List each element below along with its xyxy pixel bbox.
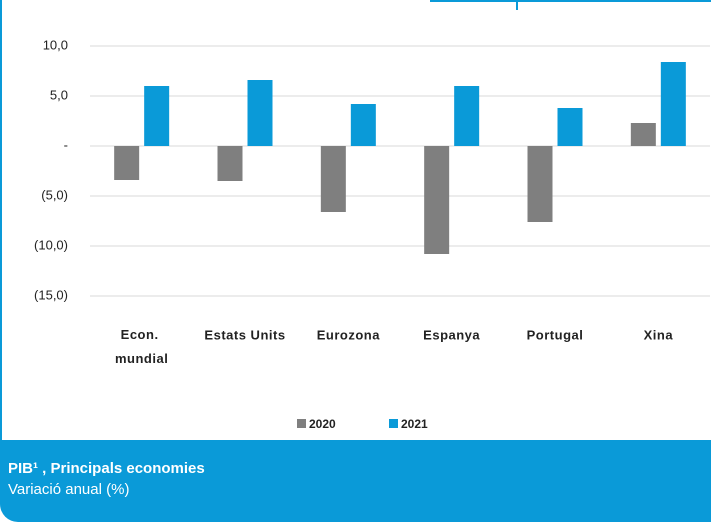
x-tick-label: Eurozona [317, 327, 380, 342]
bar [527, 146, 553, 222]
chart-title: PIB¹ , Principals economies [8, 460, 205, 477]
y-tick-label: (10,0) [34, 237, 68, 252]
x-tick-label: Espanya [423, 327, 480, 342]
caption: PIB¹ , Principals economies Variació anu… [0, 440, 711, 522]
y-tick-label: 5,0 [50, 87, 68, 102]
x-tick-label: Estats Units [204, 327, 285, 342]
y-tick-label: (15,0) [34, 287, 68, 302]
x-tick-label: Xina [644, 327, 674, 342]
y-tick-label: (5,0) [41, 187, 68, 202]
bar [424, 146, 450, 254]
legend-label: 2020 [309, 417, 336, 431]
y-tick-label: 10,0 [43, 37, 68, 52]
bar [630, 123, 656, 146]
x-tick-label: Econ. mundial [115, 327, 168, 366]
chart-subtitle: Variació anual (%) [8, 481, 130, 498]
bar [320, 146, 346, 212]
bar [350, 104, 376, 146]
legend-swatch [297, 419, 306, 428]
bar [454, 86, 480, 146]
bar [247, 80, 273, 146]
y-tick-label: - [64, 137, 68, 152]
bar [660, 62, 686, 146]
chart: (15,0) (10,0) (5,0) - 5,0 10,0 Econ. mundial Es… [0, 0, 711, 440]
bar [557, 108, 583, 146]
legend-swatch [389, 419, 398, 428]
x-tick-label: Portugal [527, 327, 584, 342]
bar [114, 146, 140, 180]
legend-label: 2021 [401, 417, 428, 431]
bar [144, 86, 170, 146]
bar [217, 146, 243, 181]
